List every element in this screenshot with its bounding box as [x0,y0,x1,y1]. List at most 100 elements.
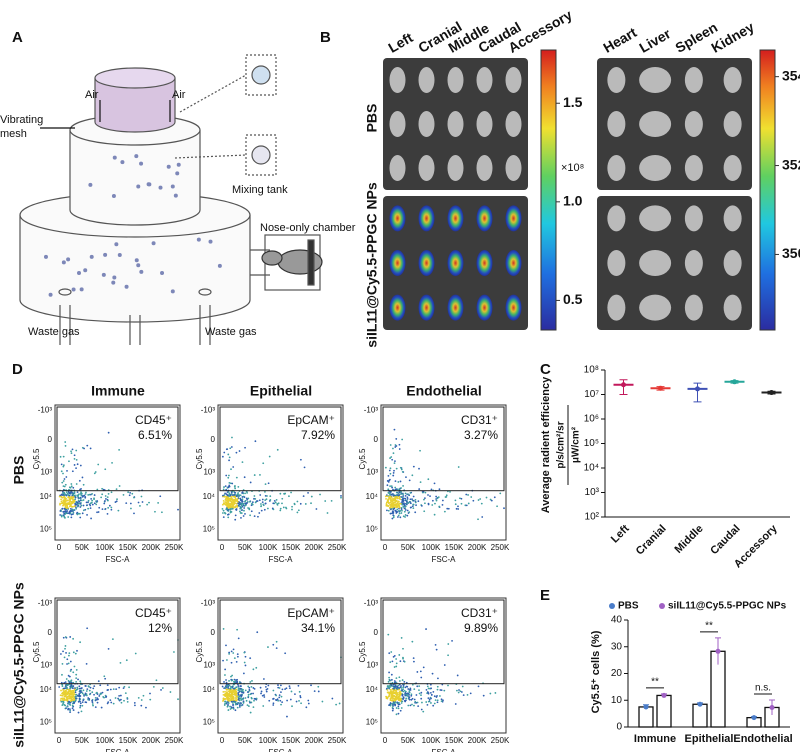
event-dot [107,499,109,502]
event-dot [237,685,240,687]
flow-y-tick: 10³ [366,661,378,670]
event-dot [284,652,287,655]
event-dot [236,706,239,709]
event-dot [226,692,229,695]
event-dot [65,685,68,688]
event-dot [466,693,469,696]
event-dot [409,498,412,501]
event-dot [142,694,145,697]
event-dot [80,492,83,495]
event-dot [227,697,230,700]
event-dot [421,701,423,704]
event-dot [101,487,104,490]
event-dot [399,700,402,702]
event-dot [222,516,225,518]
event-dot [148,501,150,504]
organ-image [389,67,406,93]
event-dot [247,685,250,688]
event-dot [397,705,400,708]
event-dot [402,493,404,496]
event-dot [442,699,444,702]
event-dot [225,679,227,681]
flow-x-tick: 150K [119,736,138,745]
event-dot [224,512,227,515]
event-dot [242,702,245,704]
event-dot [227,510,230,512]
event-dot [244,664,247,667]
event-dot [117,509,120,512]
event-dot [415,504,417,507]
organ-image [447,155,464,181]
event-dot [386,484,389,487]
event-dot [253,699,255,702]
event-dot [412,499,415,502]
event-dot [60,498,62,501]
panel-label: C [540,361,551,378]
event-dot [69,701,72,704]
event-dot [122,687,125,690]
event-dot [244,655,247,658]
event-dot [252,706,255,708]
event-dot [235,508,237,511]
organ-image [476,67,493,93]
event-dot [76,649,78,652]
event-dot [88,693,91,696]
event-dot [391,493,394,495]
event-dot [402,497,405,500]
event-dot [240,506,243,509]
organ-label: Liver [636,25,673,56]
event-dot [125,659,128,662]
event-dot [105,498,107,500]
event-dot [242,700,245,703]
flow-x-label: FSC-A [106,555,131,564]
event-dot [280,695,283,698]
organ-image [639,67,672,93]
event-dot [96,511,98,514]
event-dot [244,689,247,692]
gate-marker: CD45⁺ [135,413,172,427]
event-dot [386,696,389,699]
event-dot [434,502,436,505]
event-dot [229,705,231,708]
event-dot [66,705,69,708]
flow-y-tick: 10⁵ [366,717,378,726]
plot-frame [54,597,181,734]
event-dot [391,458,394,461]
event-dot [84,496,87,499]
event-dot [69,660,72,663]
event-dot [80,494,83,497]
event-dot [289,698,292,701]
event-dot [273,500,276,502]
event-dot [140,699,143,701]
event-dot [89,504,92,507]
event-dot [387,509,390,512]
flow-x-tick: 0 [220,543,225,552]
event-dot [227,703,229,706]
event-dot [226,494,229,497]
event-dot [258,499,261,502]
event-dot [326,512,329,514]
event-dot [255,666,258,669]
event-dot [77,700,80,703]
event-dot [279,507,282,510]
event-dot [222,509,225,512]
event-dot [72,671,75,674]
flow-y-tick: -10³ [201,406,216,415]
event-dot [458,689,460,691]
event-dot [228,481,231,484]
organ-image [684,294,703,321]
particle [111,194,116,199]
event-dot [69,708,71,711]
flow-y-label: Cy5.5 [195,641,204,662]
event-dot [335,703,338,706]
event-dot [63,493,66,496]
event-dot [395,689,397,692]
event-dot [62,472,64,475]
event-dot [429,691,432,694]
event-dot [88,689,91,692]
event-dot [422,666,425,669]
event-dot [59,694,62,697]
event-dot [62,455,65,458]
event-dot [107,647,110,650]
event-dot [93,498,95,501]
